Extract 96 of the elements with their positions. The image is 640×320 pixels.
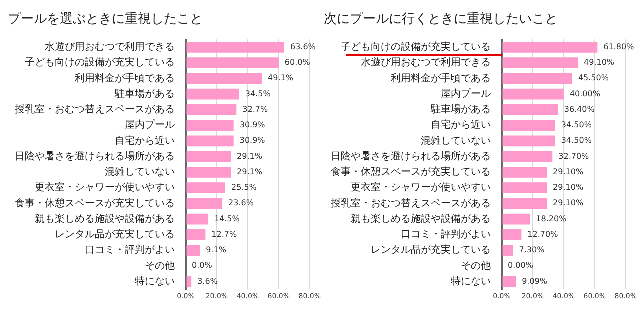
y-tick-label: 利用料金が手頃である <box>391 72 491 84</box>
data-label: 0.00% <box>508 261 534 270</box>
bar <box>502 229 522 240</box>
bar <box>502 73 572 84</box>
bar <box>186 276 192 288</box>
y-tick-label: レンタル品が充実している <box>371 244 491 256</box>
data-label: 9.09% <box>522 276 548 286</box>
bar <box>502 104 558 116</box>
y-tick-label: 利用料金が手頃である <box>75 72 175 84</box>
bar <box>186 136 234 147</box>
y-tick-label: 水遊び用おむつで利用できる <box>45 41 175 54</box>
y-tick-label: 屋内プール <box>125 119 175 132</box>
y-tick-label: 更衣室・シャワーが使いやすい <box>35 182 175 194</box>
y-tick-label: 口コミ・評判がよい <box>85 244 175 256</box>
bar <box>502 58 578 69</box>
data-label: 23.6% <box>228 198 254 208</box>
y-tick-label: その他 <box>461 260 491 272</box>
bar <box>502 245 514 256</box>
bar <box>186 151 232 162</box>
bar <box>502 182 548 194</box>
data-label: 14.5% <box>214 214 240 224</box>
data-label: 49.10% <box>584 58 615 68</box>
bar <box>186 42 284 53</box>
bar <box>502 276 516 288</box>
y-tick-label: 混雑していない <box>421 134 491 147</box>
data-label: 25.5% <box>231 183 258 192</box>
data-label: 34.50% <box>561 120 592 130</box>
data-label: 36.40% <box>564 104 596 114</box>
y-tick-label: 水遊び用おむつで利用できる <box>361 56 491 69</box>
y-tick-label: 授乳室・おむつ替えスペースがある <box>15 104 175 116</box>
y-tick-label: 特にない <box>135 275 175 288</box>
bar <box>502 42 598 53</box>
y-tick-label: 子ども向けの設備が充実している <box>25 56 175 69</box>
bar <box>502 136 556 147</box>
data-label: 3.6% <box>198 276 218 286</box>
bar <box>502 214 530 225</box>
bar <box>186 245 200 256</box>
data-label: 32.7% <box>242 104 268 114</box>
data-label: 12.7% <box>212 230 238 239</box>
y-tick-label: 屋内プール <box>441 88 491 100</box>
y-tick-label: その他 <box>145 260 175 272</box>
y-tick-label: 親も楽しめる施設や設備がある <box>35 212 175 225</box>
data-label: 30.9% <box>240 136 266 146</box>
bar <box>186 73 262 84</box>
bar <box>502 151 553 162</box>
bar <box>186 120 234 132</box>
y-tick-label: 更衣室・シャワーが使いやすい <box>351 182 491 194</box>
y-tick-label: 自宅から近い <box>431 119 491 132</box>
data-label: 9.1% <box>206 246 227 255</box>
y-tick-label: 子ども向けの設備が充実している <box>341 41 491 54</box>
data-label: 29.10% <box>553 183 584 192</box>
bar <box>186 229 206 240</box>
y-tick-label: 食事・休憩スペースが充実している <box>331 166 491 178</box>
y-tick-label: レンタル品が充実している <box>55 228 175 241</box>
data-label: 7.30% <box>519 246 546 255</box>
y-tick-label: 日陰や暑さを避けられる場所がある <box>331 150 491 162</box>
data-label: 34.5% <box>245 89 272 98</box>
y-tick-label: 駐車場がある <box>430 104 491 116</box>
data-label: 29.1% <box>237 152 263 161</box>
data-label: 61.80% <box>604 42 635 52</box>
bar <box>186 104 237 116</box>
y-tick-label: 駐車場がある <box>114 88 175 100</box>
data-label: 60.0% <box>284 58 311 68</box>
data-label: 29.10% <box>553 167 584 176</box>
bar <box>502 88 564 100</box>
bar <box>186 166 232 178</box>
y-tick-label: 食事・休憩スペースが充実している <box>15 197 175 210</box>
y-tick-label: 自宅から近い <box>115 134 175 147</box>
data-label: 18.20% <box>536 214 568 224</box>
data-label: 45.50% <box>578 74 610 83</box>
data-label: 29.1% <box>237 167 263 176</box>
bar <box>502 198 548 210</box>
y-tick-label: 授乳室・おむつ替えスペースがある <box>331 197 491 210</box>
y-tick-label: 日陰や暑さを避けられる場所がある <box>15 150 175 162</box>
chart-title: 次にプールに行くときに重視したいこと <box>324 12 558 28</box>
data-label: 0.0% <box>192 261 213 270</box>
data-label: 32.70% <box>558 152 590 161</box>
y-tick-label: 混雑していない <box>105 166 175 178</box>
data-label: 63.6% <box>290 42 316 52</box>
data-label: 34.50% <box>561 136 592 146</box>
bar <box>186 214 208 225</box>
y-tick-label: 口コミ・評判がよい <box>401 228 491 241</box>
data-label: 30.9% <box>240 120 266 130</box>
data-label: 29.10% <box>553 198 584 208</box>
data-label: 49.1% <box>268 74 294 83</box>
chart-title: プールを選ぶときに重視したこと <box>8 12 203 28</box>
data-label: 40.00% <box>570 89 601 98</box>
bar <box>186 182 226 194</box>
bar <box>186 198 223 210</box>
y-tick-label: 特にない <box>451 275 491 288</box>
y-tick-label: 親も楽しめる施設や設備がある <box>351 212 491 225</box>
bar <box>502 120 556 132</box>
data-label: 12.70% <box>528 230 559 239</box>
bar <box>186 58 279 69</box>
bar <box>186 88 240 100</box>
bar <box>502 166 548 178</box>
